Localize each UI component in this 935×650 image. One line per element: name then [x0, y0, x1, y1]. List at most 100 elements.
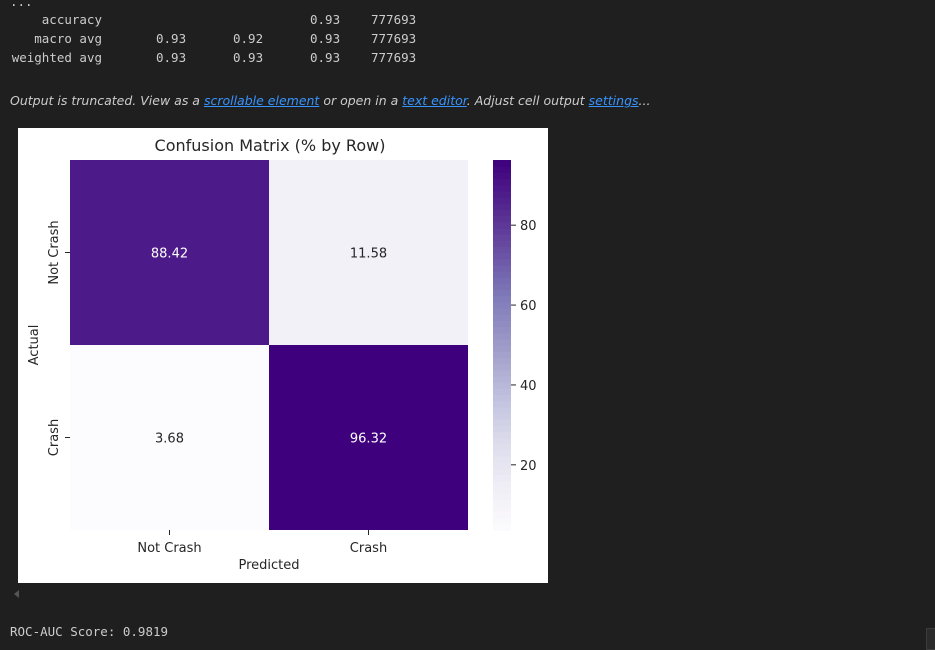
report-precision: 0.93 — [156, 31, 187, 46]
colorbar-segment — [493, 480, 511, 488]
settings-link[interactable]: settings — [588, 93, 639, 108]
truncation-middle: or open in a — [319, 93, 403, 108]
colorbar-segment — [493, 443, 511, 451]
colorbar-segment — [493, 523, 511, 531]
report-row-accuracy: accuracy 0.93 777693 — [0, 12, 416, 30]
truncation-prefix: Output is truncated. View as a — [10, 93, 204, 108]
y-tick-label: Crash — [47, 419, 62, 456]
colorbar-segment — [493, 499, 511, 506]
colorbar-segment — [493, 227, 511, 235]
truncation-notice: Output is truncated. View as a scrollabl… — [10, 93, 650, 108]
colorbar-segment — [493, 357, 511, 365]
colorbar-segment — [493, 338, 511, 346]
colorbar-segment — [493, 332, 511, 340]
truncation-middle-2: . Adjust cell output — [466, 93, 589, 108]
report-precision: 0.93 — [156, 50, 187, 65]
text-editor-link[interactable]: text editor — [402, 93, 467, 108]
colorbar-segment — [493, 345, 511, 352]
colorbar-segment — [493, 493, 511, 500]
colorbar-segment — [493, 283, 511, 291]
heatmap-cell — [70, 160, 269, 345]
colorbar-segment — [493, 437, 511, 445]
colorbar-tick-label: 60 — [520, 299, 537, 314]
colorbar-segment — [493, 209, 511, 217]
cell-value-label: 96.32 — [350, 432, 387, 447]
colorbar-segment — [493, 486, 511, 494]
report-recall: 0.92 — [233, 31, 264, 46]
colorbar: 20 40 60 80 — [493, 160, 537, 531]
x-tick-label: Crash — [350, 541, 387, 556]
colorbar-segment — [493, 246, 511, 254]
colorbar-segment — [493, 190, 511, 198]
colorbar-segment — [493, 419, 511, 426]
colorbar-segment — [493, 221, 511, 229]
scrollable-element-link[interactable]: scrollable element — [203, 93, 320, 108]
colorbar-segment — [493, 431, 511, 439]
report-support: 777693 — [371, 12, 417, 27]
roc-auc-score: ROC-AUC Score: 0.9819 — [10, 624, 169, 639]
colorbar-segment — [493, 474, 511, 482]
truncation-suffix: ... — [638, 93, 651, 108]
colorbar-segment — [493, 277, 511, 284]
x-ticks: Not Crash Crash — [137, 530, 387, 556]
output-ellipsis: ... — [10, 0, 33, 9]
report-f1: 0.93 — [310, 50, 341, 65]
colorbar-segment — [493, 425, 511, 432]
colorbar-segment — [493, 326, 511, 334]
colorbar-segment — [493, 369, 511, 377]
report-label: macro avg — [34, 31, 102, 46]
colorbar-segment — [493, 314, 511, 321]
colorbar-segment — [493, 406, 511, 414]
colorbar-segment — [493, 375, 511, 383]
colorbar-segment — [493, 400, 511, 408]
report-f1: 0.93 — [310, 31, 341, 46]
colorbar-segment — [493, 301, 511, 309]
scrollbar-corner — [926, 628, 935, 650]
colorbar-segment — [493, 215, 511, 223]
colorbar-segment — [493, 412, 511, 420]
colorbar-segment — [493, 511, 511, 519]
x-tick-label: Not Crash — [137, 541, 201, 556]
colorbar-segment — [493, 234, 511, 241]
confusion-matrix-figure: Confusion Matrix (% by Row) Predicted Ac… — [18, 128, 548, 583]
colorbar-segment — [493, 271, 511, 278]
colorbar-segment — [493, 197, 511, 204]
colorbar-segment — [493, 462, 511, 469]
colorbar-segment — [493, 517, 511, 525]
report-label: weighted avg — [11, 50, 102, 65]
colorbar-segment — [493, 456, 511, 463]
heatmap-cell — [269, 160, 468, 345]
colorbar-segment — [493, 468, 511, 476]
y-ticks: Not Crash Crash — [47, 220, 70, 456]
colorbar-segment — [493, 289, 511, 297]
colorbar-segment — [493, 264, 511, 272]
colorbar-segment — [493, 505, 511, 513]
colorbar-segment — [493, 166, 511, 173]
colorbar-segment — [493, 172, 511, 180]
colorbar-segment — [493, 382, 511, 389]
heatmap-cell — [269, 345, 468, 530]
colorbar-tick-label: 20 — [520, 459, 537, 474]
report-support: 777693 — [371, 31, 417, 46]
colorbar-tick-label: 80 — [520, 219, 537, 234]
y-tick-label: Not Crash — [47, 220, 62, 284]
colorbar-segment — [493, 178, 511, 186]
cell-value-label: 88.42 — [151, 247, 188, 262]
heatmap-cell — [70, 345, 269, 530]
colorbar-segment — [493, 203, 511, 210]
colorbar-segment — [493, 160, 511, 167]
scroll-left-arrow-icon[interactable] — [14, 590, 19, 598]
colorbar-segment — [493, 449, 511, 457]
colorbar-segment — [493, 184, 511, 192]
colorbar-segment — [493, 240, 511, 247]
report-row-macro-avg: macro avg 0.93 0.92 0.93 777693 — [0, 31, 416, 49]
colorbar-segment — [493, 258, 511, 266]
colorbar-segment — [493, 394, 511, 402]
y-axis-label: Actual — [27, 325, 42, 366]
colorbar-segment — [493, 320, 511, 328]
chart-title: Confusion Matrix (% by Row) — [155, 136, 386, 155]
report-recall: 0.93 — [233, 50, 264, 65]
x-axis-label: Predicted — [238, 558, 299, 573]
colorbar-segment — [493, 308, 511, 315]
cell-value-label: 3.68 — [155, 432, 184, 447]
